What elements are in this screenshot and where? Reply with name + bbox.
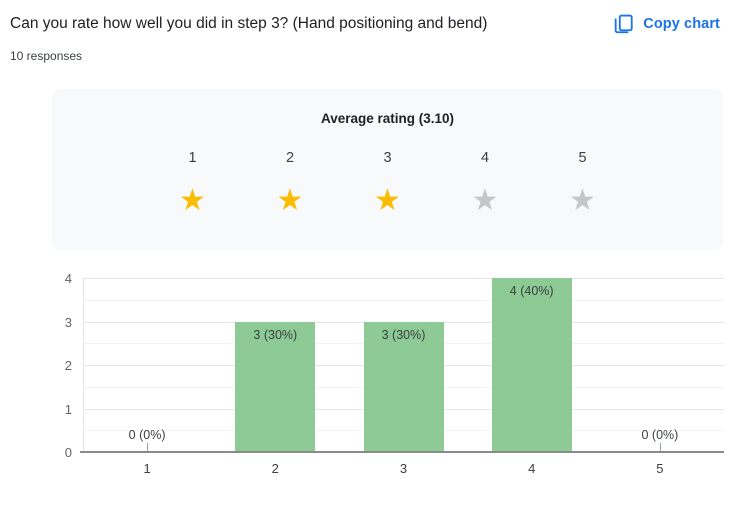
copy-chart-label: Copy chart — [643, 16, 720, 32]
y-axis-tick-label: 3 — [64, 314, 72, 330]
zero-value-tick — [659, 443, 661, 452]
rating-stars-row: ★ ★ ★ ★ ★ — [144, 185, 632, 217]
rating-scale-numbers: 1 2 3 4 5 — [144, 150, 632, 166]
responses-bar-chart: 0 1 2 3 4 0 (0%) 1 3 (30%) 2 3 (30%) 3 4 (40%) 4 0 (0… — [0, 255, 729, 520]
rating-scale-number: 2 — [285, 150, 295, 166]
rating-scale-number: 4 — [480, 150, 490, 166]
question-title: Can you rate how well you did in step 3?… — [10, 15, 488, 32]
y-axis-tick-label: 4 — [64, 271, 72, 286]
gridline — [83, 278, 724, 279]
star-icon-filled: ★ — [276, 183, 304, 218]
x-axis-tick-label: 3 — [399, 461, 408, 476]
bar-value-label: 3 (30%) — [253, 327, 298, 342]
copy-icon — [612, 13, 634, 35]
average-rating-title: Average rating (3.10) — [320, 111, 455, 126]
x-axis-baseline — [80, 451, 724, 453]
bar-value-label: 0 (0%) — [128, 428, 166, 442]
x-axis-tick-label: 1 — [143, 461, 151, 476]
x-axis-tick-label: 2 — [271, 461, 279, 476]
bar-category-4[interactable] — [491, 278, 572, 452]
zero-value-tick — [147, 443, 149, 452]
plot-left-border — [83, 278, 84, 452]
y-axis-tick-label: 2 — [64, 358, 72, 373]
bar-value-label: 0 (0%) — [641, 428, 679, 442]
rating-scale-number: 1 — [188, 150, 197, 166]
star-icon-filled: ★ — [374, 183, 401, 218]
y-axis-tick-label: 0 — [64, 445, 72, 460]
star-icon-filled: ★ — [179, 183, 206, 218]
bar-category-2[interactable] — [235, 321, 316, 452]
copy-chart-button[interactable]: Copy chart — [612, 13, 720, 35]
rating-scale-number: 3 — [383, 150, 392, 166]
star-icon-empty: ★ — [471, 183, 499, 218]
bar-value-label: 3 (30%) — [381, 327, 426, 342]
rating-scale-number: 5 — [578, 150, 587, 166]
responses-count: 10 responses — [10, 49, 83, 63]
x-axis-tick-label: 4 — [528, 461, 536, 476]
y-axis-tick-label: 1 — [64, 401, 72, 417]
bar-value-label: 4 (40%) — [509, 284, 554, 298]
average-rating-panel: Average rating (3.10) 1 2 3 4 5 ★ ★ ★ ★ ★ — [52, 89, 723, 250]
bar-category-3[interactable] — [363, 321, 444, 452]
minor-gridline — [83, 299, 724, 301]
x-axis-tick-label: 5 — [656, 461, 664, 476]
star-icon-empty: ★ — [569, 183, 596, 218]
